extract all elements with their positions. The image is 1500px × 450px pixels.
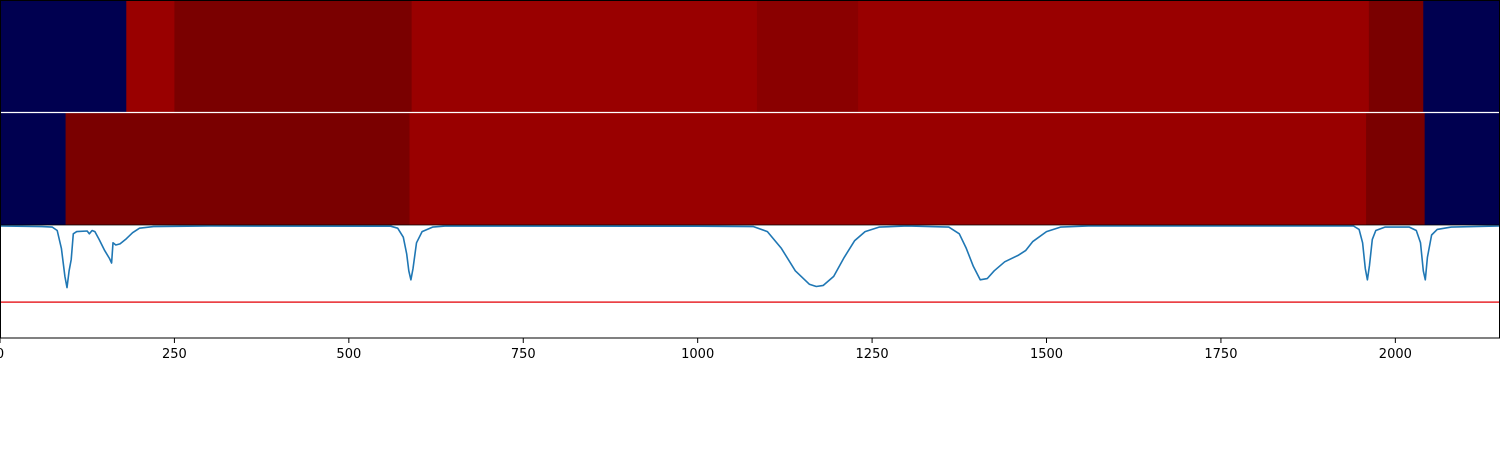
segment-1-0 [0,113,67,225]
segment-0-6 [1368,0,1424,112]
segment-0-0 [0,0,127,112]
segment-row-bottom [0,113,1500,225]
segment-1-2 [409,113,1367,225]
segment-1-4 [1424,113,1500,225]
line-plot-panel [0,225,1500,338]
segment-0-4 [756,0,859,112]
x-tick-label-4: 1000 [681,347,714,362]
x-tick-label-3: 750 [511,347,536,362]
segment-1-3 [1366,113,1426,225]
x-tick-label-2: 500 [336,347,361,362]
segment-1-1 [65,113,411,225]
x-tick-label-7: 1750 [1204,347,1237,362]
x-tick-label-5: 1250 [856,347,889,362]
segment-0-1 [126,0,175,112]
segment-0-5 [858,0,1370,112]
x-tick-label-6: 1500 [1030,347,1063,362]
signal-line [0,225,1500,289]
segment-row-top [0,0,1500,112]
segment-0-2 [174,0,413,112]
x-tick-label-8: 2000 [1379,347,1412,362]
x-tick-label-1: 250 [162,347,187,362]
segment-0-3 [411,0,758,112]
segment-0-7 [1423,0,1500,112]
x-tick-label-0: 0 [0,347,4,362]
x-axis-ticks: 0 250 500 750 1000 1250 1500 1750 2000 [0,338,1412,362]
